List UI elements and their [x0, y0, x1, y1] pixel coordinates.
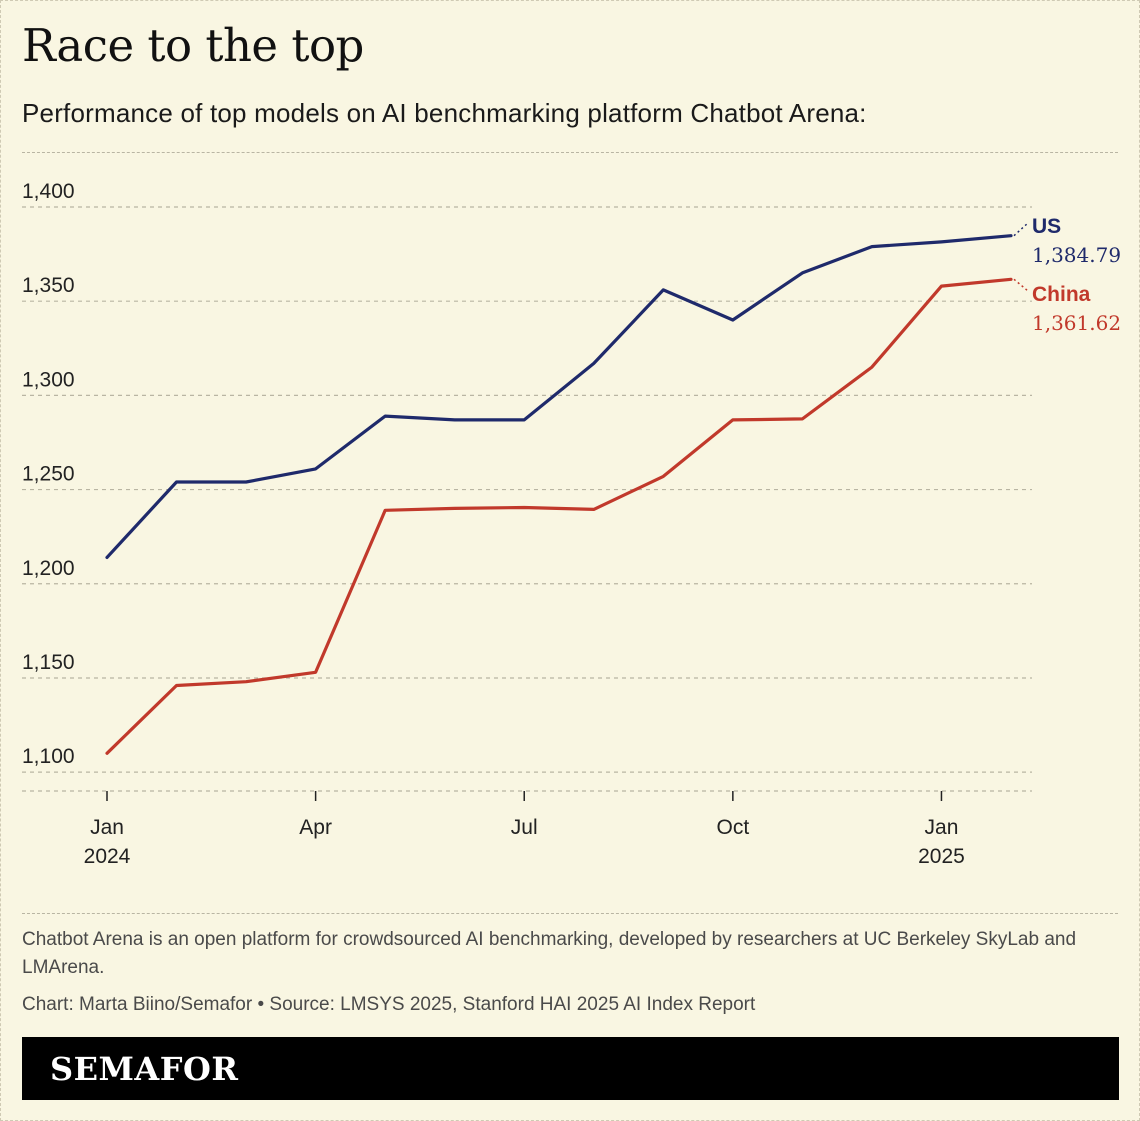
line-chart: 1,100 1,150 1,200 1,250 1,300 1,350 1,400 Jan 20…	[22, 180, 1121, 868]
y-tick-label: 1,150	[22, 651, 75, 674]
x-tick-label: Apr	[299, 816, 332, 839]
brand-bar: SEMAFOR	[22, 1037, 1119, 1100]
x-tick-label: Jan	[925, 816, 959, 839]
bottom-divider	[22, 913, 1118, 914]
series-value-china: 1,361.62	[1032, 311, 1121, 335]
source-credit: Chart: Marta Biino/Semafor • Source: LMS…	[22, 994, 756, 1015]
y-tick-label: 1,250	[22, 463, 75, 486]
y-tick-label: 1,100	[22, 745, 75, 768]
footnote: Chatbot Arena is an open platform for cr…	[22, 929, 1077, 978]
chart-title: Race to the top	[22, 19, 364, 72]
series-leader-us	[1013, 222, 1029, 237]
series-label-us: US	[1032, 215, 1061, 238]
series-line-us	[105, 234, 1013, 560]
top-divider	[22, 152, 1118, 153]
series-label-china: China	[1032, 283, 1091, 306]
chart-subtitle: Performance of top models on AI benchmar…	[22, 98, 867, 128]
x-tick-label: Jan	[90, 816, 124, 839]
y-tick-label: 1,200	[22, 557, 75, 580]
y-tick-label: 1,300	[22, 368, 75, 391]
x-tick-label: Oct	[717, 816, 750, 839]
series-line-china	[105, 277, 1013, 755]
series-value-us: 1,384.79	[1032, 243, 1121, 267]
y-tick-label: 1,400	[22, 180, 75, 203]
x-tick-label-year: 2024	[84, 845, 131, 868]
x-tick-label: Jul	[511, 816, 538, 839]
series-leader-china	[1013, 278, 1029, 292]
y-tick-label: 1,350	[22, 274, 75, 297]
brand-logo: SEMAFOR	[50, 1050, 239, 1088]
x-tick-label-year: 2025	[918, 845, 965, 868]
